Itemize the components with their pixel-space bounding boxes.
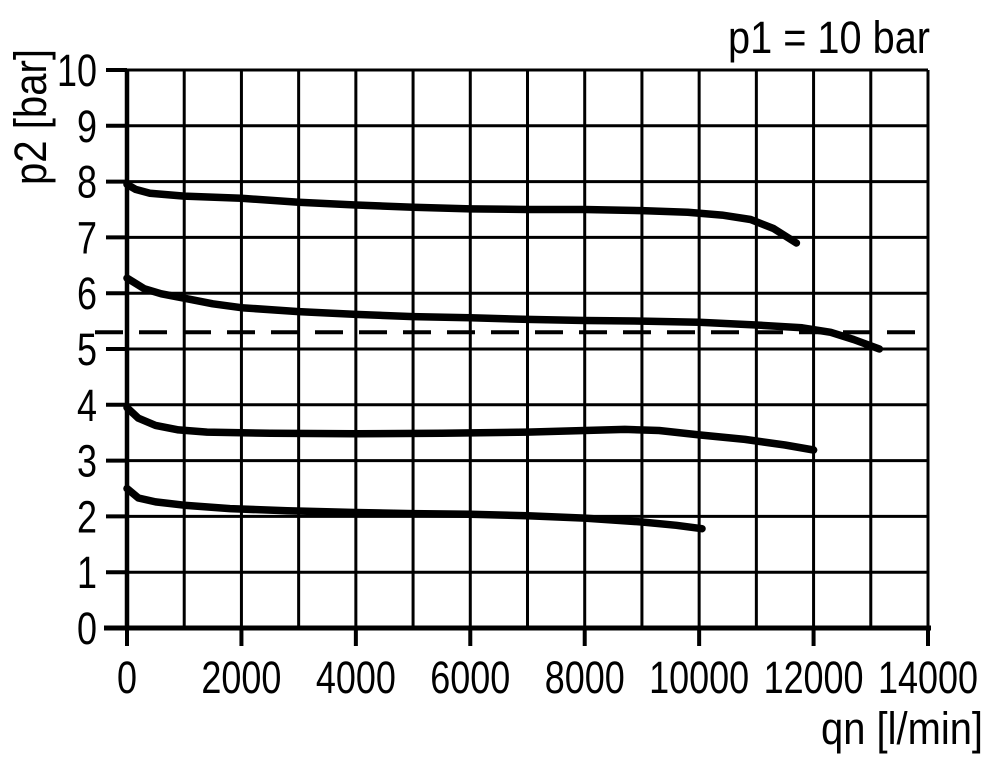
- x-tick-label: 12000: [764, 652, 864, 703]
- tick-labels: 0 2000 4000 6000 8000 10000 12000 1400001234567…: [57, 45, 978, 703]
- y-tick-label: 1: [77, 547, 97, 598]
- axes: [104, 70, 931, 631]
- grid-lines: [125, 68, 930, 630]
- y-axis-label: p2 [bar]: [5, 49, 56, 185]
- x-axis-label: qn [l/min]: [821, 703, 983, 754]
- y-tick-label: 2: [77, 491, 97, 542]
- curve-1: [123, 180, 801, 247]
- y-tick-label: 4: [77, 380, 97, 431]
- x-tick-label: 6000: [430, 652, 510, 703]
- curve-3: [123, 403, 818, 454]
- curve-4: [123, 484, 706, 533]
- y-tick-label: 3: [77, 436, 97, 487]
- y-tick-label: 8: [77, 157, 97, 208]
- y-tick-label: 10: [57, 45, 97, 96]
- y-tick-label: 7: [77, 212, 97, 263]
- pressure-curves: [123, 180, 884, 533]
- x-tick-label: 8000: [545, 652, 625, 703]
- x-tick-label: 4000: [316, 652, 396, 703]
- x-tick-label: 14000: [878, 652, 978, 703]
- axis-ticks: [106, 68, 930, 646]
- y-tick-label: 9: [77, 101, 97, 152]
- x-tick-label: 2000: [201, 652, 281, 703]
- y-tick-label: 6: [77, 268, 97, 319]
- y-tick-label: 5: [77, 324, 97, 375]
- x-tick-label: 0: [117, 652, 137, 703]
- y-tick-label: 0: [77, 603, 97, 654]
- x-tick-label: 10000: [649, 652, 749, 703]
- chart-title: p1 = 10 bar: [728, 12, 930, 63]
- curve-2: [123, 274, 884, 353]
